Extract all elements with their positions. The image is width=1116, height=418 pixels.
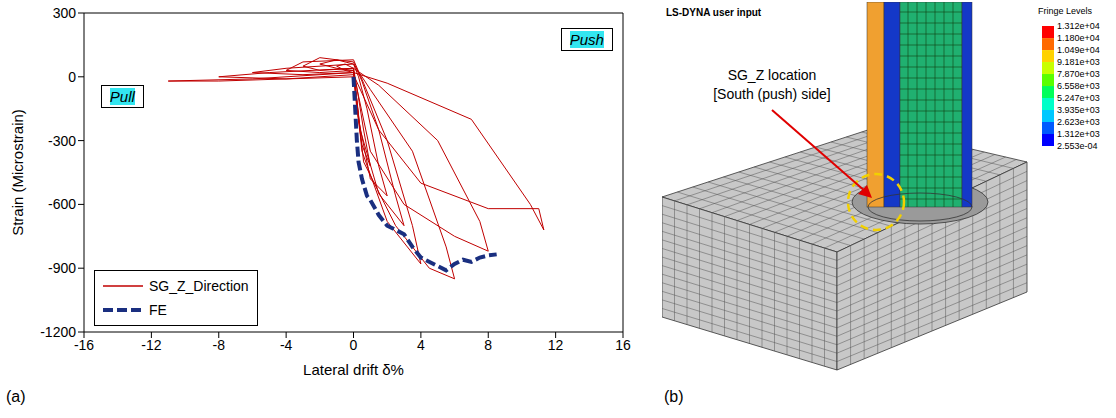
svg-text:Strain (Microstrain): Strain (Microstrain) [9,109,26,236]
svg-text:0: 0 [350,337,358,353]
svg-text:16: 16 [615,337,631,353]
html-text:FE: FE [149,302,167,318]
svg-text:Fringe Levels: Fringe Levels [1038,6,1093,16]
svg-text:-4: -4 [280,337,293,353]
svg-text:0: 0 [68,69,76,85]
svg-text:LS-DYNA user input: LS-DYNA user input [666,7,762,18]
svg-text:9.181e+03: 9.181e+03 [1057,57,1100,67]
svg-text:4: 4 [417,337,425,353]
svg-text:Lateral drift δ%: Lateral drift δ% [303,361,404,378]
html-text:Push: Push [569,30,604,48]
svg-text:-300: -300 [48,133,76,149]
svg-text:7.870e+03: 7.870e+03 [1057,69,1100,79]
svg-text:2.623e+03: 2.623e+03 [1057,117,1100,127]
svg-text:1.180e+04: 1.180e+04 [1057,33,1100,43]
svg-text:2.553e-04: 2.553e-04 [1057,141,1098,151]
html-text:SG_Z_Direction: SG_Z_Direction [149,278,249,294]
svg-text:1.312e+03: 1.312e+03 [1057,129,1100,139]
svg-text:-600: -600 [48,196,76,212]
html-text:Pull: Pull [109,88,135,106]
svg-text:3.935e+03: 3.935e+03 [1057,105,1100,115]
svg-text:-900: -900 [48,260,76,276]
svg-text:8: 8 [484,337,492,353]
svg-text:1.049e+04: 1.049e+04 [1057,45,1100,55]
svg-text:SG_Z location: SG_Z location [728,67,817,83]
svg-text:[South (push) side]: [South (push) side] [713,86,831,102]
svg-text:-8: -8 [213,337,226,353]
svg-text:6.558e+03: 6.558e+03 [1057,81,1100,91]
svg-text:12: 12 [548,337,564,353]
svg-text:-12: -12 [141,337,161,353]
html-text:(b): (b) [664,388,684,405]
html-text:(a): (a) [6,388,26,405]
svg-text:5.247e+03: 5.247e+03 [1057,93,1100,103]
svg-text:300: 300 [53,5,77,21]
svg-text:-16: -16 [74,337,94,353]
svg-text:1.312e+04: 1.312e+04 [1057,21,1100,31]
svg-text:-1200: -1200 [40,324,76,340]
